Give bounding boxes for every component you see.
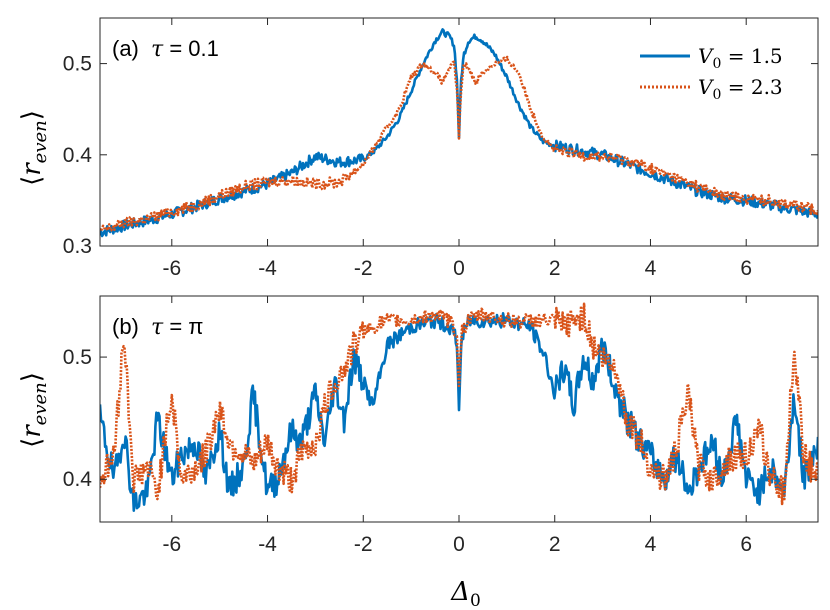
panel-b-label: (b) τ = π <box>112 314 203 340</box>
panel-b-tau-symbol: τ <box>151 315 164 340</box>
panel-b: -6 -4 -2 0 2 4 6 0.4 0.5 (b) τ = π ⟨reven⟩ <box>17 295 819 556</box>
panel-a-xtick-label: -6 <box>162 257 181 280</box>
legend-label-v0-1.5: V0 = 1.5 <box>698 44 783 72</box>
panel-b-ytick-label: 0.5 <box>63 346 92 369</box>
panel-a-ytick-label: 0.5 <box>63 53 92 76</box>
panel-a-label: (a) τ = 0.1 <box>112 36 219 62</box>
panel-a-tau-symbol: τ <box>151 37 164 62</box>
panel-b-tau-value: = π <box>169 314 203 339</box>
panel-a-series-v0-2.3 <box>100 55 818 233</box>
panel-b-ylabel: ⟨reven⟩ <box>17 372 51 448</box>
panel-a-xtick-label: -4 <box>258 257 277 280</box>
panel-b-xtick-label: -2 <box>354 533 373 556</box>
panel-a-tau-value: = 0.1 <box>169 36 219 61</box>
panel-a-xtick-label: 0 <box>453 257 465 280</box>
panel-a-xtick-label: 6 <box>740 257 752 280</box>
panel-b-series-v0-2.3 <box>100 302 818 506</box>
panel-a-xtick-label: -2 <box>354 257 373 280</box>
panel-b-xtick-label: 4 <box>645 533 657 556</box>
panel-b-xtick-label: -4 <box>258 533 277 556</box>
legend: V0 = 1.5 V0 = 2.3 <box>640 44 783 103</box>
panel-a-letter: (a) <box>112 36 139 61</box>
legend-label-v0-2.3: V0 = 2.3 <box>698 75 783 103</box>
panel-a-ytick-label: 0.3 <box>63 235 92 258</box>
panel-a: -6 -4 -2 0 2 4 6 0.3 0.4 0.5 (a) τ = 0.1 V0 = 1.5… <box>17 17 819 280</box>
panel-b-ytick-label: 0.4 <box>63 468 93 491</box>
panel-a-xtick-label: 4 <box>645 257 657 280</box>
panel-b-letter: (b) <box>112 314 139 339</box>
panel-b-xtick-label: 0 <box>453 533 465 556</box>
panel-a-ylabel: ⟨reven⟩ <box>17 110 51 186</box>
panel-b-xtick-label: 2 <box>549 533 561 556</box>
panel-a-ytick-label: 0.4 <box>63 144 93 167</box>
panel-b-xtick-label: 6 <box>740 533 752 556</box>
panel-b-xtick-label: -6 <box>162 533 181 556</box>
panel-a-xtick-label: 2 <box>549 257 561 280</box>
x-axis-label: Δ0 <box>450 577 481 610</box>
